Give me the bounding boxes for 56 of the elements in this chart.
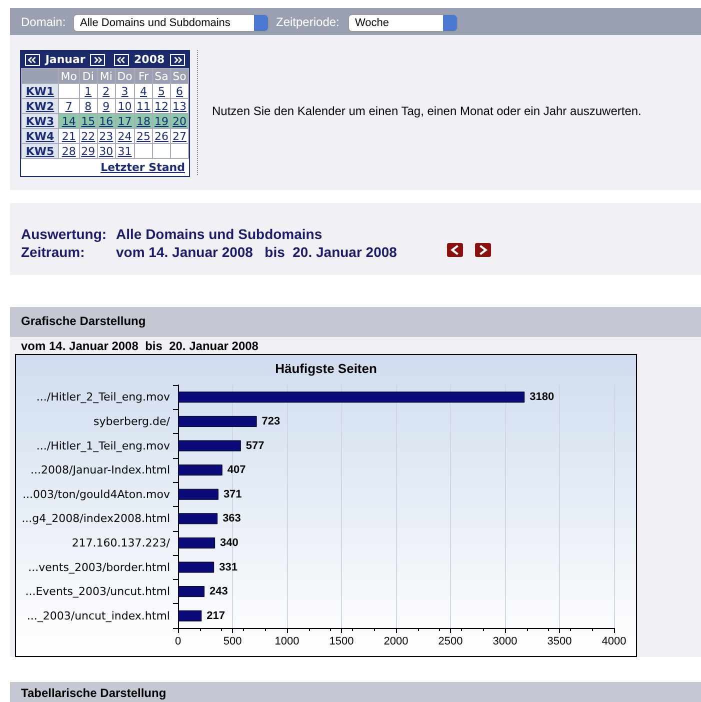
x-tick-label: 2000	[384, 636, 408, 648]
y-tick-label: .../Hitler_2_Teil_eng.mov	[36, 390, 170, 404]
x-tick-label: 500	[223, 636, 242, 648]
y-tick-label: ...2008/Januar-Index.html	[30, 464, 170, 477]
text: Domain:	[21, 15, 66, 29]
x-tick-label: 3500	[547, 636, 572, 648]
data-label: 723	[262, 415, 280, 428]
text: KW2	[22, 98, 58, 114]
text: KW4	[22, 128, 58, 144]
y-tick-label: ...vents_2003/border.html	[28, 560, 170, 574]
text: 2008	[134, 52, 165, 68]
text: vom 14. Januar 2008 bis 20. Januar 2008	[116, 244, 397, 260]
text: Woche	[348, 14, 458, 32]
text: vom 14. Januar 2008 bis 20. Januar 2008	[21, 339, 258, 353]
text: Alle Domains und Subdomains	[73, 14, 269, 32]
x-tick-label: 3000	[492, 636, 518, 648]
text: 28 29 30 31	[60, 144, 133, 158]
text: Letzter Stand	[100, 160, 186, 176]
data-label: 371	[223, 488, 242, 500]
text: Auswertung:	[21, 226, 107, 242]
text: KW1	[22, 84, 58, 98]
y-tick-label: ...003/ton/gould4Aton.mov	[22, 488, 170, 501]
x-tick-label: 4000	[602, 636, 626, 648]
text: Januar	[45, 52, 86, 68]
text: KW5	[22, 144, 58, 158]
y-tick-label: syberberg.de/	[93, 414, 170, 428]
x-tick-label: 1000	[274, 636, 300, 648]
data-label: 577	[246, 440, 264, 452]
text: 1 2 3 4 5 6	[84, 84, 184, 98]
text: Tabellarische Darstellung	[21, 686, 166, 700]
text: Nutzen Sie den Kalender um einen Tag, einen Monat oder ein Jahr auszuwerten.	[212, 104, 642, 118]
data-label: 331	[219, 561, 238, 574]
data-label: 340	[220, 536, 238, 549]
data-label: 217	[206, 610, 226, 622]
text: 7 8 9 10 11 12 13	[64, 98, 188, 114]
data-label: 243	[209, 586, 228, 598]
text: 14 15 16 17 18 19 20	[60, 114, 188, 128]
x-tick-label: 2500	[438, 636, 463, 648]
text: 21 22 23 24 25 26 27	[60, 128, 188, 144]
x-tick-label: 1500	[329, 636, 354, 648]
text: Zeitraum:	[21, 244, 85, 260]
data-label: 407	[227, 464, 246, 476]
data-label: 3180	[530, 391, 554, 404]
text: KW3	[22, 114, 58, 128]
y-tick-label: ...g4_2008/index2008.html	[22, 512, 170, 526]
y-tick-label: .../Hitler_1_Teil_eng.mov	[36, 439, 170, 452]
text: Mo Di Mi Do Fr Sa So	[60, 68, 188, 84]
text: Zeitperiode:	[276, 15, 340, 29]
y-tick-label: 217.160.137.223/	[72, 536, 170, 550]
y-tick-label: ..._2003/uncut_index.html	[26, 609, 170, 622]
y-tick-label: ...Events_2003/uncut.html	[25, 585, 170, 598]
data-label: 363	[222, 512, 241, 525]
text: Alle Domains und Subdomains	[116, 226, 322, 242]
x-tick-label: 0	[174, 636, 182, 648]
chart-title: Häufigste Seiten	[275, 361, 377, 376]
text: Grafische Darstellung	[21, 314, 146, 328]
